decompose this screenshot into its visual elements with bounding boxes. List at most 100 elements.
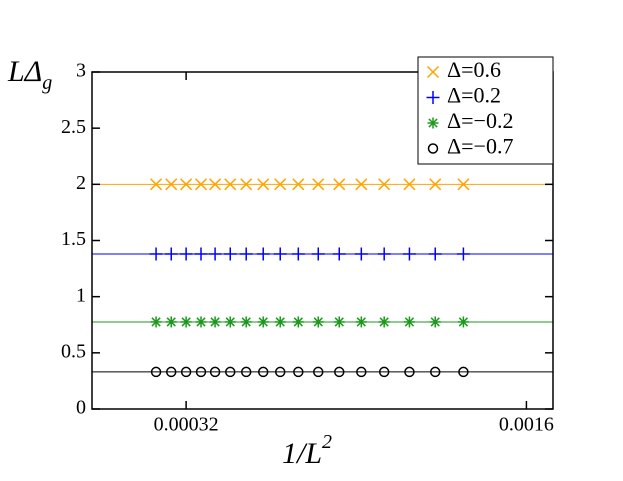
point [150, 316, 162, 328]
marker-stroke [209, 178, 222, 191]
x-tick-label: 0.00032 [154, 414, 219, 436]
marker-stroke [180, 178, 193, 191]
marker-stroke [274, 178, 287, 191]
point [239, 247, 253, 261]
point [180, 178, 193, 191]
marker-stroke [292, 178, 305, 191]
point [224, 366, 236, 378]
marker-stroke [240, 178, 253, 191]
point [333, 316, 345, 328]
legend-label: Δ=−0.2 [447, 108, 513, 133]
x-axis-label: 1/L2 [282, 431, 332, 470]
point [332, 247, 346, 261]
marker-stroke [257, 366, 269, 378]
marker-stroke [313, 317, 323, 327]
point [195, 366, 207, 378]
point [257, 178, 270, 191]
point [403, 178, 416, 191]
point [224, 316, 236, 328]
marker-stroke [458, 317, 469, 327]
marker-stroke [430, 317, 440, 327]
point [312, 178, 325, 191]
x-tick-label: 0.0016 [499, 414, 554, 436]
marker-stroke [257, 178, 270, 191]
point [194, 178, 208, 191]
point [457, 178, 470, 191]
marker-stroke [312, 178, 325, 191]
point [165, 366, 177, 378]
y-tick-label: 1.5 [61, 228, 86, 250]
point [293, 366, 304, 378]
point [333, 366, 345, 378]
legend-marker [426, 65, 440, 79]
y-tick-label: 0.5 [61, 340, 86, 362]
point [457, 316, 469, 328]
point [354, 247, 368, 261]
legend-marker [427, 117, 439, 129]
point [274, 178, 287, 191]
point [429, 178, 442, 191]
marker-stroke [151, 317, 161, 327]
point [378, 316, 390, 328]
marker-stroke [225, 317, 235, 327]
legend-marker [426, 91, 440, 104]
marker-stroke [150, 178, 163, 191]
y-tick-label: 3 [76, 60, 86, 82]
point [165, 178, 178, 191]
marker-stroke [404, 366, 415, 378]
legend-label: Δ=0.6 [447, 57, 501, 82]
point [180, 366, 192, 378]
marker-stroke [293, 366, 304, 378]
marker-stroke [427, 143, 439, 154]
marker-stroke [180, 366, 192, 378]
marker-stroke [165, 366, 177, 378]
point [355, 316, 367, 328]
y-tick-label: 0 [76, 397, 86, 419]
point [312, 366, 324, 378]
marker-stroke [224, 366, 236, 378]
point [292, 178, 305, 191]
point [377, 247, 391, 261]
marker-stroke [334, 317, 344, 327]
point [274, 366, 286, 378]
point [179, 247, 193, 261]
marker-stroke [333, 366, 345, 378]
legend-box [417, 56, 554, 165]
marker-stroke [378, 178, 391, 191]
point [458, 366, 469, 378]
legend-label: Δ=−0.7 [447, 134, 513, 159]
point [429, 316, 441, 328]
point [333, 178, 346, 191]
marker-stroke [241, 317, 251, 327]
legend-label: Δ=0.2 [447, 83, 501, 108]
marker-stroke [240, 366, 252, 378]
marker-stroke [379, 317, 389, 327]
point [149, 247, 163, 261]
marker-stroke [429, 366, 441, 378]
marker-stroke [224, 178, 237, 191]
point [456, 247, 470, 261]
point [257, 316, 269, 328]
point [356, 366, 367, 378]
point [223, 247, 237, 261]
point [312, 316, 324, 328]
point [180, 316, 192, 328]
point [224, 178, 237, 191]
point [428, 247, 442, 261]
marker-stroke [378, 366, 390, 378]
point [257, 366, 269, 378]
point [150, 178, 163, 191]
marker-stroke [210, 317, 220, 327]
point [240, 178, 253, 191]
legend-marker [427, 143, 439, 154]
marker-stroke [355, 178, 368, 191]
point [403, 316, 415, 328]
marker-stroke [196, 317, 206, 327]
point [404, 366, 415, 378]
marker-stroke [194, 178, 208, 191]
marker-stroke [181, 317, 191, 327]
y-tick-label: 2.5 [61, 116, 86, 138]
marker-stroke [429, 178, 442, 191]
marker-stroke [150, 366, 162, 378]
